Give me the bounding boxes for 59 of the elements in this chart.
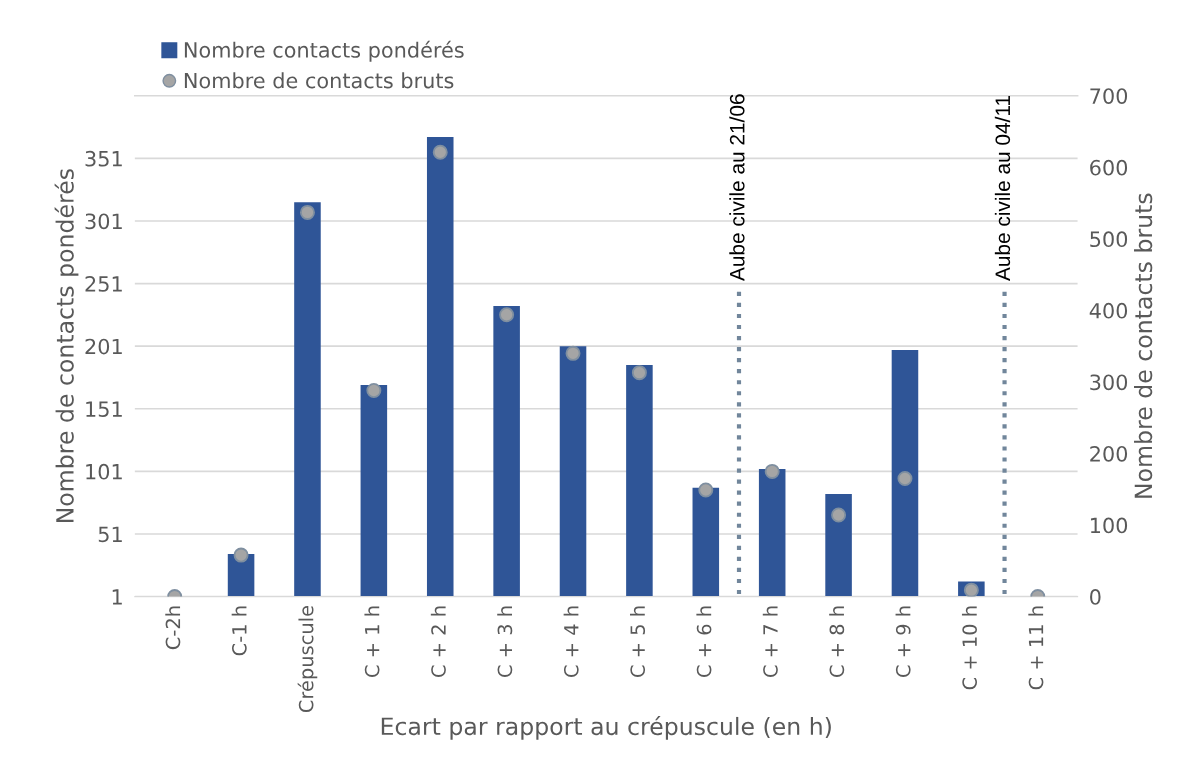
bar [825,493,852,597]
y2-tick-label: 500 [1090,231,1128,248]
y-tick-label: 351 [85,150,122,167]
x-tick-label: C + 4 h [563,606,579,677]
y-tick-label: 1 [112,589,122,605]
point [831,507,847,523]
bar [758,468,786,597]
x-tick-label: C-1 h [231,606,247,656]
legend-label: Nombre contacts pondérés [184,40,464,62]
x-tick-label: C + 6 h [696,606,712,677]
point [432,144,448,160]
x-tick-label: C + 9 h [895,606,911,677]
legend-label: Nombre de contacts bruts [184,72,454,89]
x-tick-label: C + 5 h [630,606,646,677]
x-axis-title: Ecart par rapport au crépuscule (en h) [381,715,831,740]
bar [426,137,454,597]
y-tick-label: 201 [85,338,122,355]
y2-axis-title: Nombre de contacts bruts [1134,193,1153,498]
y-tick-label: 101 [86,463,122,480]
point [897,471,913,487]
x-tick-label: C + 11 h [1028,606,1044,690]
bar [626,364,653,597]
y2-tick-label: 0 [1090,589,1101,605]
bar [360,385,388,597]
bar [559,346,587,597]
x-tick-label: C + 1 h [364,606,380,677]
y-axis-title: Nombre de contacts pondérés [54,169,79,523]
y2-tick-label: 100 [1090,517,1128,534]
point [764,463,780,479]
y2-tick-label: 200 [1090,445,1128,462]
y2-tick-label: 600 [1090,159,1128,176]
point [963,582,979,597]
annotation: Aube civile au 21/06 [729,94,745,282]
point [631,365,647,381]
x-tick-label: Crépuscule [297,605,318,713]
bar [493,306,520,597]
point [233,547,249,563]
point [499,307,515,323]
y-tick-label: 251 [85,276,122,292]
point [565,345,581,361]
point [299,204,315,220]
bar [692,487,720,597]
x-tick-label: C-2h [165,606,181,650]
bar [891,349,919,597]
x-tick-label: C + 10 h [961,606,977,690]
y2-tick-label: 300 [1090,374,1128,391]
y-tick-label: 51 [98,526,122,543]
y-tick-label: 301 [85,213,122,230]
bar [294,202,321,597]
y2-tick-label: 700 [1090,88,1128,104]
x-tick-label: C + 3 h [497,606,513,677]
x-tick-label: C + 7 h [762,606,778,677]
y-tick-label: 151 [86,401,122,417]
annotation: Aube civile au 04/11 [994,95,1011,282]
x-tick-label: C + 2 h [430,606,446,677]
y2-tick-label: 400 [1089,302,1128,319]
point [366,383,382,399]
point [698,482,714,498]
x-tick-label: C + 8 h [829,606,845,677]
